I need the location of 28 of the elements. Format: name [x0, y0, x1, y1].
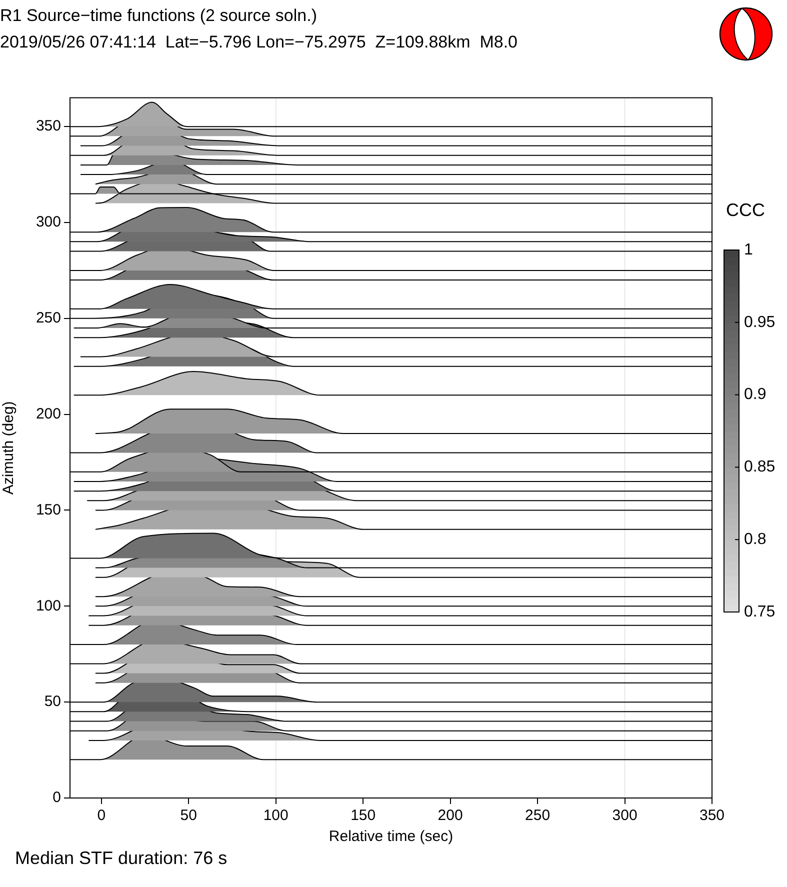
- color-bar-label: 0.95: [744, 314, 776, 331]
- y-tick-label: 50: [44, 693, 61, 710]
- chart-title: R1 Source−time functions (2 source soln.): [0, 6, 318, 25]
- x-tick-label: 150: [350, 807, 376, 824]
- x-axis-title: Relative time (sec): [328, 828, 454, 846]
- color-bar-label: 0.8: [744, 531, 766, 548]
- y-tick-label: 100: [36, 597, 61, 614]
- chart-subtitle: 2019/05/26 07:41:14 Lat=−5.796 Lon=−75.2975 Z=109.88km M8.0: [0, 32, 518, 52]
- y-tick-label: 350: [36, 118, 61, 135]
- y-tick-label: 250: [36, 310, 61, 327]
- color-bar-label: 1: [744, 241, 753, 258]
- color-bar-label: 0.75: [744, 603, 776, 620]
- x-tick-label: 0: [97, 807, 106, 824]
- x-tick-label: 100: [263, 807, 288, 824]
- x-tick-label: 300: [612, 807, 638, 824]
- color-bar-label: 0.9: [744, 386, 766, 404]
- y-tick-label: 300: [36, 214, 61, 231]
- x-tick-label: 200: [438, 807, 463, 824]
- color-bar-label: 0.85: [744, 458, 776, 476]
- y-axis-title: Azimuth (deg): [0, 401, 18, 495]
- y-tick-label: 150: [36, 501, 61, 518]
- x-tick-label: 50: [180, 807, 197, 824]
- color-bar-title: CCC: [726, 200, 765, 220]
- x-tick-label: 250: [525, 807, 550, 824]
- x-tick-label: 350: [699, 807, 725, 824]
- text: Median STF duration: 76 s: [15, 848, 228, 868]
- y-tick-label: 0: [52, 789, 61, 806]
- y-tick-label: 200: [36, 405, 61, 422]
